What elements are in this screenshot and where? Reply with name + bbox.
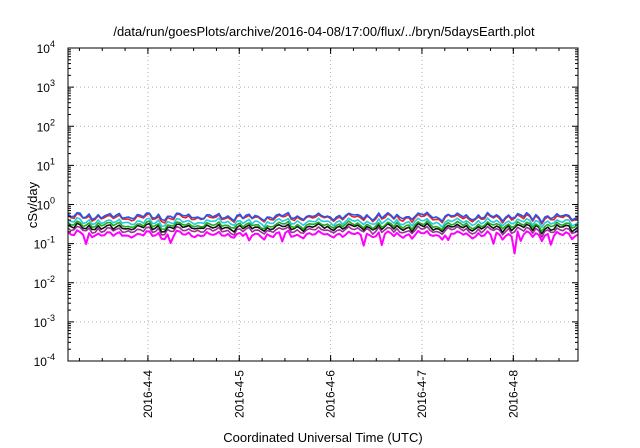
series-line bbox=[67, 212, 579, 225]
x-axis: 2016-4-4 2016-4-5 2016-4-6 2016-4-7 2016-4-8 bbox=[78, 48, 560, 418]
series-line bbox=[67, 216, 579, 229]
x-tick-label: 2016-4-6 bbox=[324, 370, 338, 418]
series-line bbox=[67, 229, 579, 255]
y-tick-label: 103 bbox=[37, 78, 55, 95]
y-tick-label: 101 bbox=[37, 156, 55, 173]
y-tick-label: 10-4 bbox=[34, 352, 55, 369]
series-line bbox=[67, 211, 579, 224]
y-tick-label: 104 bbox=[37, 39, 55, 56]
x-tick-label: 2016-4-4 bbox=[141, 370, 155, 418]
y-axis-label: cSv/day bbox=[25, 181, 40, 228]
y-tick-label: 10-3 bbox=[34, 313, 55, 330]
series-line bbox=[67, 222, 579, 235]
series-line bbox=[67, 225, 579, 238]
chart-title: /data/run/goesPlots/archive/2016-04-08/1… bbox=[113, 24, 535, 39]
y-tick-label: 10-1 bbox=[34, 235, 55, 252]
grid bbox=[68, 48, 578, 361]
y-tick-label: 102 bbox=[37, 117, 55, 134]
y-axis: 10-4 10-3 10-2 10-1 100 101 102 103 104 bbox=[34, 39, 578, 369]
x-tick-label: 2016-4-5 bbox=[232, 370, 246, 418]
x-tick-label: 2016-4-7 bbox=[415, 370, 429, 418]
series-line bbox=[67, 220, 579, 233]
y-tick-label: 10-2 bbox=[34, 274, 55, 291]
x-tick-label: 2016-4-8 bbox=[506, 370, 520, 418]
x-axis-label: Coordinated Universal Time (UTC) bbox=[223, 430, 422, 445]
y-tick-label: 100 bbox=[37, 196, 55, 213]
series-layer bbox=[67, 211, 579, 255]
